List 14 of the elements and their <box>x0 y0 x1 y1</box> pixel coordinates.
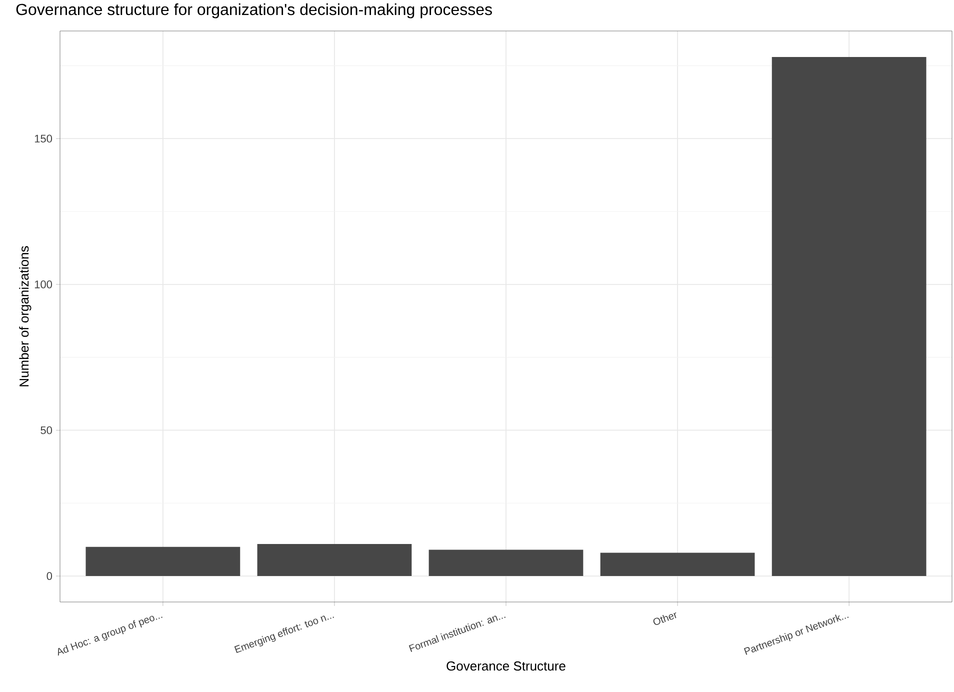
chart-title: Governance structure for organization's decision-making processes <box>16 3 492 18</box>
y-tick-label: 100 <box>34 280 52 288</box>
x-tick-label: Ad Hoc: a group of peo... <box>58 616 162 656</box>
y-tick-label: 150 <box>34 134 52 142</box>
y-axis-title: Number of organizations <box>19 246 32 386</box>
y-tick-label: 0 <box>46 572 52 580</box>
bar <box>428 550 584 576</box>
y-tick-label: 50 <box>40 426 52 434</box>
bar <box>86 546 240 576</box>
x-axis-title: Goverance Structure <box>446 661 566 671</box>
x-tick-label: Other <box>653 612 676 625</box>
bar <box>772 56 926 576</box>
bar <box>600 552 755 576</box>
bar <box>257 544 412 576</box>
